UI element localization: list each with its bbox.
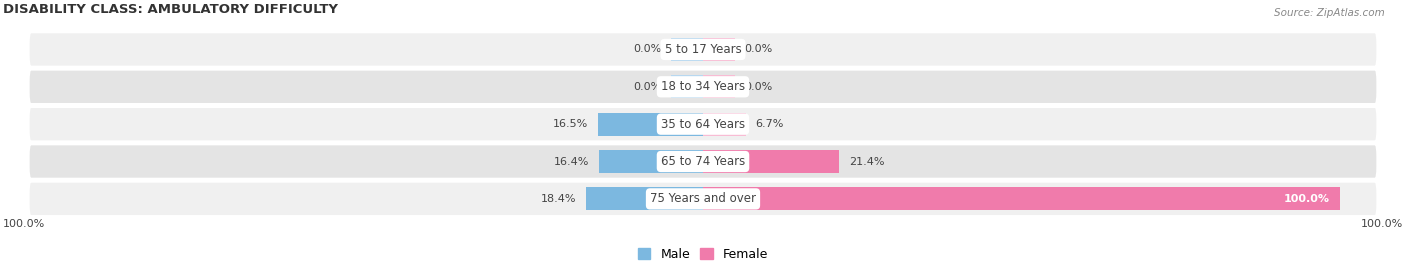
- Text: 65 to 74 Years: 65 to 74 Years: [661, 155, 745, 168]
- FancyBboxPatch shape: [28, 144, 1378, 179]
- Text: 0.0%: 0.0%: [633, 44, 662, 54]
- Text: 6.7%: 6.7%: [755, 119, 783, 129]
- Legend: Male, Female: Male, Female: [633, 243, 773, 266]
- Bar: [703, 113, 745, 136]
- Text: 21.4%: 21.4%: [849, 157, 884, 167]
- Text: 0.0%: 0.0%: [633, 82, 662, 92]
- Text: 18 to 34 Years: 18 to 34 Years: [661, 80, 745, 93]
- Text: 16.5%: 16.5%: [553, 119, 589, 129]
- Bar: [598, 113, 703, 136]
- Bar: [703, 75, 735, 98]
- FancyBboxPatch shape: [28, 69, 1378, 104]
- Bar: [703, 38, 735, 61]
- Text: 0.0%: 0.0%: [744, 44, 773, 54]
- Text: 100.0%: 100.0%: [3, 219, 45, 229]
- FancyBboxPatch shape: [28, 107, 1378, 142]
- Text: 16.4%: 16.4%: [554, 157, 589, 167]
- Bar: [586, 187, 703, 210]
- FancyBboxPatch shape: [28, 32, 1378, 67]
- Text: 0.0%: 0.0%: [744, 82, 773, 92]
- Bar: [671, 75, 703, 98]
- Bar: [703, 150, 839, 173]
- Text: 18.4%: 18.4%: [541, 194, 576, 204]
- Text: Source: ZipAtlas.com: Source: ZipAtlas.com: [1274, 8, 1385, 18]
- Text: DISABILITY CLASS: AMBULATORY DIFFICULTY: DISABILITY CLASS: AMBULATORY DIFFICULTY: [3, 3, 337, 16]
- Bar: [703, 187, 1340, 210]
- Text: 100.0%: 100.0%: [1361, 219, 1403, 229]
- FancyBboxPatch shape: [28, 181, 1378, 217]
- Text: 100.0%: 100.0%: [1284, 194, 1330, 204]
- Text: 5 to 17 Years: 5 to 17 Years: [665, 43, 741, 56]
- Text: 35 to 64 Years: 35 to 64 Years: [661, 118, 745, 131]
- Text: 75 Years and over: 75 Years and over: [650, 192, 756, 206]
- Bar: [671, 38, 703, 61]
- Bar: [599, 150, 703, 173]
